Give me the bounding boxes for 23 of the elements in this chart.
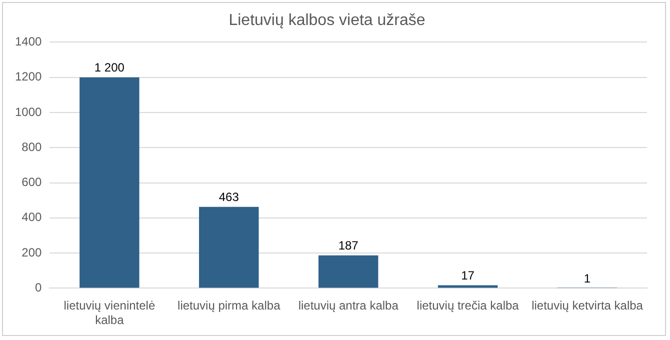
data-label: 1 [584,271,591,286]
y-tick-label: 800 [22,140,42,154]
x-tick-label: lietuvių trečia kalba [416,298,520,313]
chart-title: Lietuvių kalbos vieta užraše [228,12,426,30]
data-label: 17 [461,268,475,283]
bar [80,77,140,288]
x-tick-label: lietuvių ketvirta kalba [532,298,644,313]
bar [438,285,498,288]
y-tick-label: 600 [22,175,42,190]
y-tick-label: 1200 [14,70,42,84]
x-tick-label: lietuvių vienintelė kalba [64,298,156,328]
y-tick-label: 200 [22,245,42,260]
data-label: 187 [338,238,359,253]
data-label: 463 [218,190,240,204]
bar [199,206,259,288]
y-tick-label: 1000 [14,104,42,119]
x-tick-label: lietuvių pirma kalba [178,298,281,313]
y-tick-label: 400 [22,210,42,224]
y-tick-label: 1400 [14,34,42,49]
bar [318,255,378,288]
y-tick-label: 0 [35,280,42,295]
data-label: 1 200 [94,60,125,75]
x-tick-label: lietuvių antra kalba [298,298,399,313]
